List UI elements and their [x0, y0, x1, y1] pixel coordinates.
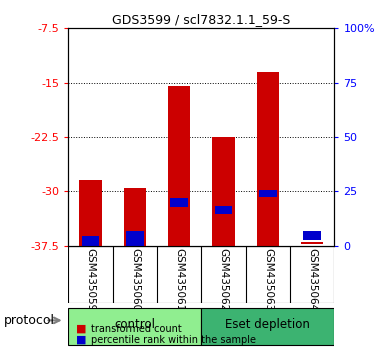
Text: GSM435059: GSM435059	[86, 249, 95, 312]
Bar	[257, 72, 279, 246]
FancyBboxPatch shape	[201, 308, 334, 345]
FancyBboxPatch shape	[68, 308, 201, 345]
Bar	[170, 199, 188, 207]
Text: GSM435061: GSM435061	[174, 249, 184, 312]
Bar	[124, 188, 146, 246]
Bar	[215, 206, 233, 215]
Text: control: control	[114, 318, 155, 331]
Bar	[126, 231, 144, 246]
Bar	[212, 137, 234, 246]
Text: GSM435060: GSM435060	[130, 249, 140, 312]
Bar	[79, 181, 102, 246]
Text: transformed count: transformed count	[91, 324, 182, 333]
Text: percentile rank within the sample: percentile rank within the sample	[91, 335, 256, 345]
Bar	[301, 242, 323, 244]
Text: protocol: protocol	[4, 314, 55, 327]
Text: GSM435064: GSM435064	[307, 249, 317, 312]
Text: ■: ■	[76, 335, 87, 345]
Bar	[82, 236, 100, 246]
Bar	[168, 86, 190, 246]
Text: Eset depletion: Eset depletion	[225, 318, 310, 331]
Text: ■: ■	[76, 324, 87, 333]
Bar	[259, 190, 277, 197]
Bar	[303, 231, 321, 240]
Title: GDS3599 / scl7832.1.1_59-S: GDS3599 / scl7832.1.1_59-S	[112, 13, 291, 26]
Text: GSM435062: GSM435062	[218, 249, 228, 312]
Text: GSM435063: GSM435063	[263, 249, 273, 312]
